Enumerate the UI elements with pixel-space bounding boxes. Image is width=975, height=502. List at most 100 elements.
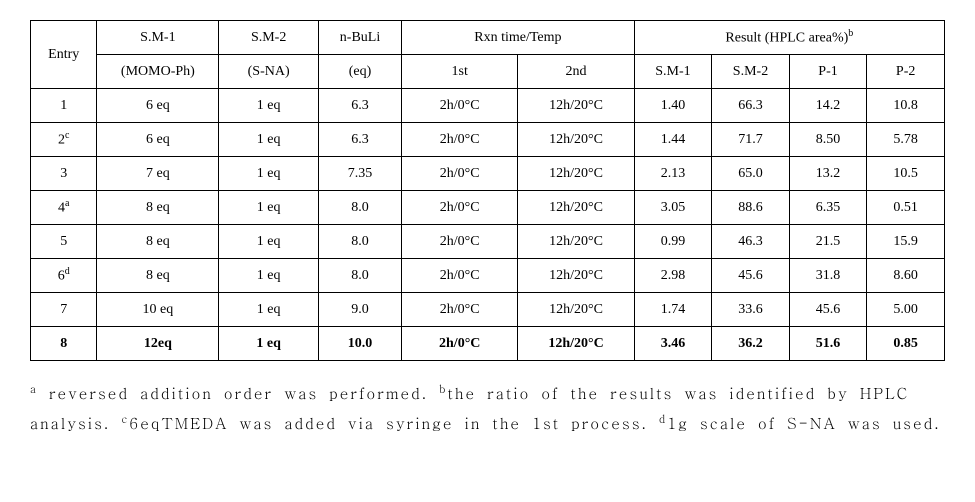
entry-number: 7 [60,302,67,317]
cell-r-p2: 5.00 [867,293,945,327]
cell-r-sm2: 45.6 [712,259,790,293]
cell-nbuli: 10.0 [318,327,401,361]
cell-r-p2: 5.78 [867,123,945,157]
header-result-sup: b [848,28,853,39]
table-row: 2c6 eq1 eq6.32h/0°C12h/20°C1.4471.78.505… [31,123,945,157]
header-result-label: Result (HPLC area%) [725,31,848,46]
cell-sm1: 8 eq [97,225,219,259]
cell-r-p1: 51.6 [789,327,867,361]
header-sm2-bot: (S-NA) [219,55,319,89]
header-sm2-top: S.M-2 [219,21,319,55]
cell-rxn1: 2h/0°C [402,123,518,157]
cell-rxn1: 2h/0°C [402,327,518,361]
cell-r-sm1: 0.99 [634,225,712,259]
cell-r-sm2: 71.7 [712,123,790,157]
cell-sm2: 1 eq [219,89,319,123]
footnote-d-text: 1g scale of S-NA was used. [667,413,940,434]
cell-entry: 8 [31,327,97,361]
header-rxn-2nd: 2nd [518,55,634,89]
table-row: 710 eq1 eq9.02h/0°C12h/20°C1.7433.645.65… [31,293,945,327]
cell-r-sm2: 65.0 [712,157,790,191]
cell-r-p1: 31.8 [789,259,867,293]
cell-r-sm1: 2.13 [634,157,712,191]
cell-r-sm1: 2.98 [634,259,712,293]
cell-nbuli: 8.0 [318,259,401,293]
cell-entry: 6d [31,259,97,293]
header-sm1-bot: (MOMO-Ph) [97,55,219,89]
cell-nbuli: 9.0 [318,293,401,327]
cell-r-p2: 10.8 [867,89,945,123]
cell-sm1: 10 eq [97,293,219,327]
cell-rxn2: 12h/20°C [518,225,634,259]
header-nbuli-bot: (eq) [318,55,401,89]
table-row: 16 eq1 eq6.32h/0°C12h/20°C1.4066.314.210… [31,89,945,123]
cell-rxn2: 12h/20°C [518,293,634,327]
entry-number: 1 [60,98,67,113]
cell-sm1: 8 eq [97,259,219,293]
header-result-p1: P-1 [789,55,867,89]
cell-entry: 4a [31,191,97,225]
cell-r-p1: 8.50 [789,123,867,157]
cell-rxn1: 2h/0°C [402,191,518,225]
cell-r-sm2: 66.3 [712,89,790,123]
cell-entry: 2c [31,123,97,157]
cell-nbuli: 6.3 [318,123,401,157]
cell-r-sm2: 46.3 [712,225,790,259]
cell-entry: 3 [31,157,97,191]
cell-rxn2: 12h/20°C [518,157,634,191]
cell-r-p1: 45.6 [789,293,867,327]
table-header: Entry S.M-1 S.M-2 n-BuLi Rxn time/Temp R… [31,21,945,89]
cell-sm2: 1 eq [219,327,319,361]
cell-r-p2: 15.9 [867,225,945,259]
entry-number: 3 [60,166,67,181]
cell-rxn1: 2h/0°C [402,157,518,191]
cell-rxn1: 2h/0°C [402,89,518,123]
header-result-top: Result (HPLC area%)b [634,21,944,55]
cell-r-sm1: 3.05 [634,191,712,225]
cell-sm2: 1 eq [219,259,319,293]
cell-r-p1: 6.35 [789,191,867,225]
cell-r-p2: 10.5 [867,157,945,191]
cell-r-p2: 0.85 [867,327,945,361]
entry-number: 8 [60,336,67,351]
cell-r-sm2: 36.2 [712,327,790,361]
cell-sm2: 1 eq [219,225,319,259]
footnote-d-sup: d [659,412,667,427]
cell-r-p1: 13.2 [789,157,867,191]
cell-r-sm1: 1.74 [634,293,712,327]
header-sm1-top: S.M-1 [97,21,219,55]
cell-sm2: 1 eq [219,157,319,191]
cell-entry: 5 [31,225,97,259]
cell-entry: 7 [31,293,97,327]
cell-rxn2: 12h/20°C [518,259,634,293]
cell-sm1: 6 eq [97,89,219,123]
cell-rxn2: 12h/20°C [518,191,634,225]
header-result-sm2: S.M-2 [712,55,790,89]
entry-number: 4 [58,201,65,216]
cell-nbuli: 8.0 [318,191,401,225]
entry-sup: c [65,130,69,141]
footnote-c-text: 6eqTMEDA was added via syringe in the 1s… [129,413,659,434]
cell-nbuli: 8.0 [318,225,401,259]
table-row: 4a8 eq1 eq8.02h/0°C12h/20°C3.0588.66.350… [31,191,945,225]
footnote-a-sup: a [30,382,38,397]
entry-number: 5 [60,234,67,249]
table-row: 812eq1 eq10.02h/0°C12h/20°C3.4636.251.60… [31,327,945,361]
cell-sm1: 7 eq [97,157,219,191]
cell-rxn1: 2h/0°C [402,259,518,293]
results-table: Entry S.M-1 S.M-2 n-BuLi Rxn time/Temp R… [30,20,945,361]
cell-r-p1: 14.2 [789,89,867,123]
cell-sm2: 1 eq [219,123,319,157]
cell-r-sm1: 1.40 [634,89,712,123]
header-result-sm1: S.M-1 [634,55,712,89]
header-result-p2: P-2 [867,55,945,89]
cell-sm2: 1 eq [219,293,319,327]
footnotes: a reversed addition order was performed.… [30,379,945,439]
cell-r-sm2: 88.6 [712,191,790,225]
table-row: 37 eq1 eq7.352h/0°C12h/20°C2.1365.013.21… [31,157,945,191]
cell-rxn1: 2h/0°C [402,293,518,327]
cell-r-p1: 21.5 [789,225,867,259]
cell-rxn2: 12h/20°C [518,327,634,361]
entry-number: 2 [58,133,65,148]
cell-rxn2: 12h/20°C [518,123,634,157]
